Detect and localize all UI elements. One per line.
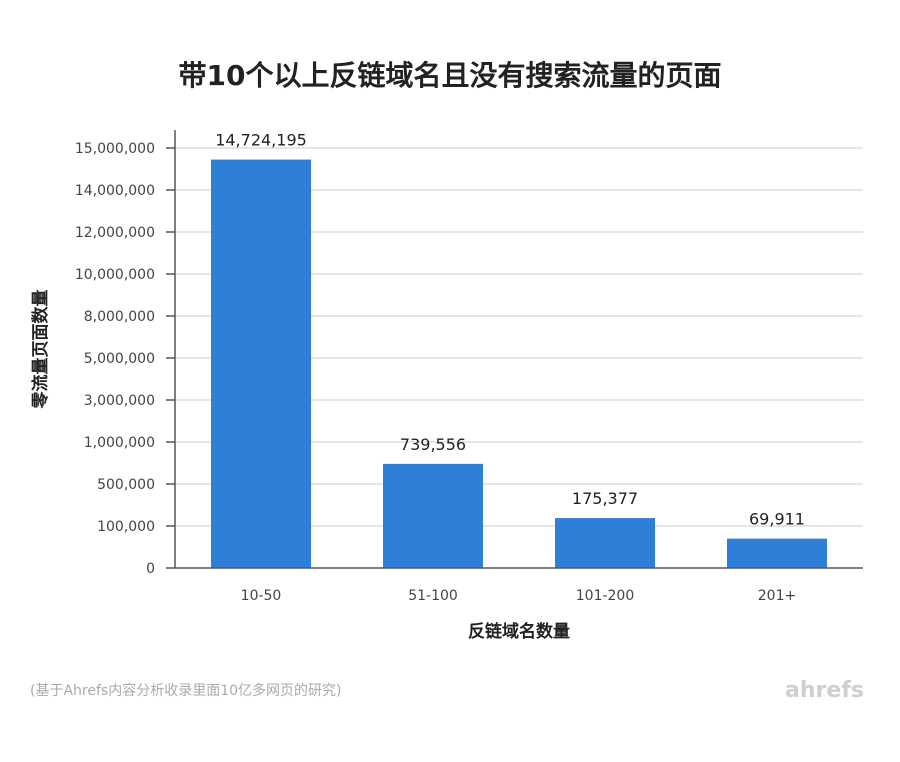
y-tick-label: 0 xyxy=(146,561,155,577)
data-label: 69,911 xyxy=(749,510,805,529)
x-axis-ticks: 10-50 51-100 101-200 201+ xyxy=(241,588,797,604)
y-tick-label: 15,000,000 xyxy=(75,141,155,157)
bar-101-200 xyxy=(555,518,655,568)
y-tick-label: 14,000,000 xyxy=(75,183,155,199)
bar-10-50 xyxy=(211,159,311,569)
source-note: (基于Ahrefs内容分析收录里面10亿多网页的研究) xyxy=(30,682,341,699)
bar-51-100 xyxy=(383,463,483,568)
y-tick-label: 500,000 xyxy=(97,477,155,493)
chart-title: 带10个以上反链域名且没有搜索流量的页面 xyxy=(179,59,722,92)
data-label: 175,377 xyxy=(572,489,638,508)
y-tick-label: 3,000,000 xyxy=(84,393,155,409)
y-tick-label: 12,000,000 xyxy=(75,225,155,241)
y-tick-label: 100,000 xyxy=(97,519,155,535)
data-labels: 14,724,195 739,556 175,377 69,911 xyxy=(215,131,805,529)
ahrefs-logo: ahrefs xyxy=(785,678,864,703)
x-tick-label: 101-200 xyxy=(576,588,635,604)
y-axis-ticks: 0 100,000 500,000 1,000,000 3,000,000 5,000,0… xyxy=(75,141,175,577)
x-tick-label: 201+ xyxy=(758,588,796,604)
x-tick-label: 10-50 xyxy=(241,588,282,604)
data-label: 739,556 xyxy=(400,435,466,454)
y-tick-label: 10,000,000 xyxy=(75,267,155,283)
y-tick-label: 1,000,000 xyxy=(84,435,155,451)
data-label: 14,724,195 xyxy=(215,131,307,150)
bars xyxy=(211,159,827,569)
bar-201+ xyxy=(727,538,827,568)
x-axis-title: 反链域名数量 xyxy=(468,621,570,642)
y-axis-title: 零流量页面数量 xyxy=(30,290,51,410)
y-tick-label: 8,000,000 xyxy=(84,309,155,325)
y-tick-label: 5,000,000 xyxy=(84,351,155,367)
x-tick-label: 51-100 xyxy=(408,588,458,604)
